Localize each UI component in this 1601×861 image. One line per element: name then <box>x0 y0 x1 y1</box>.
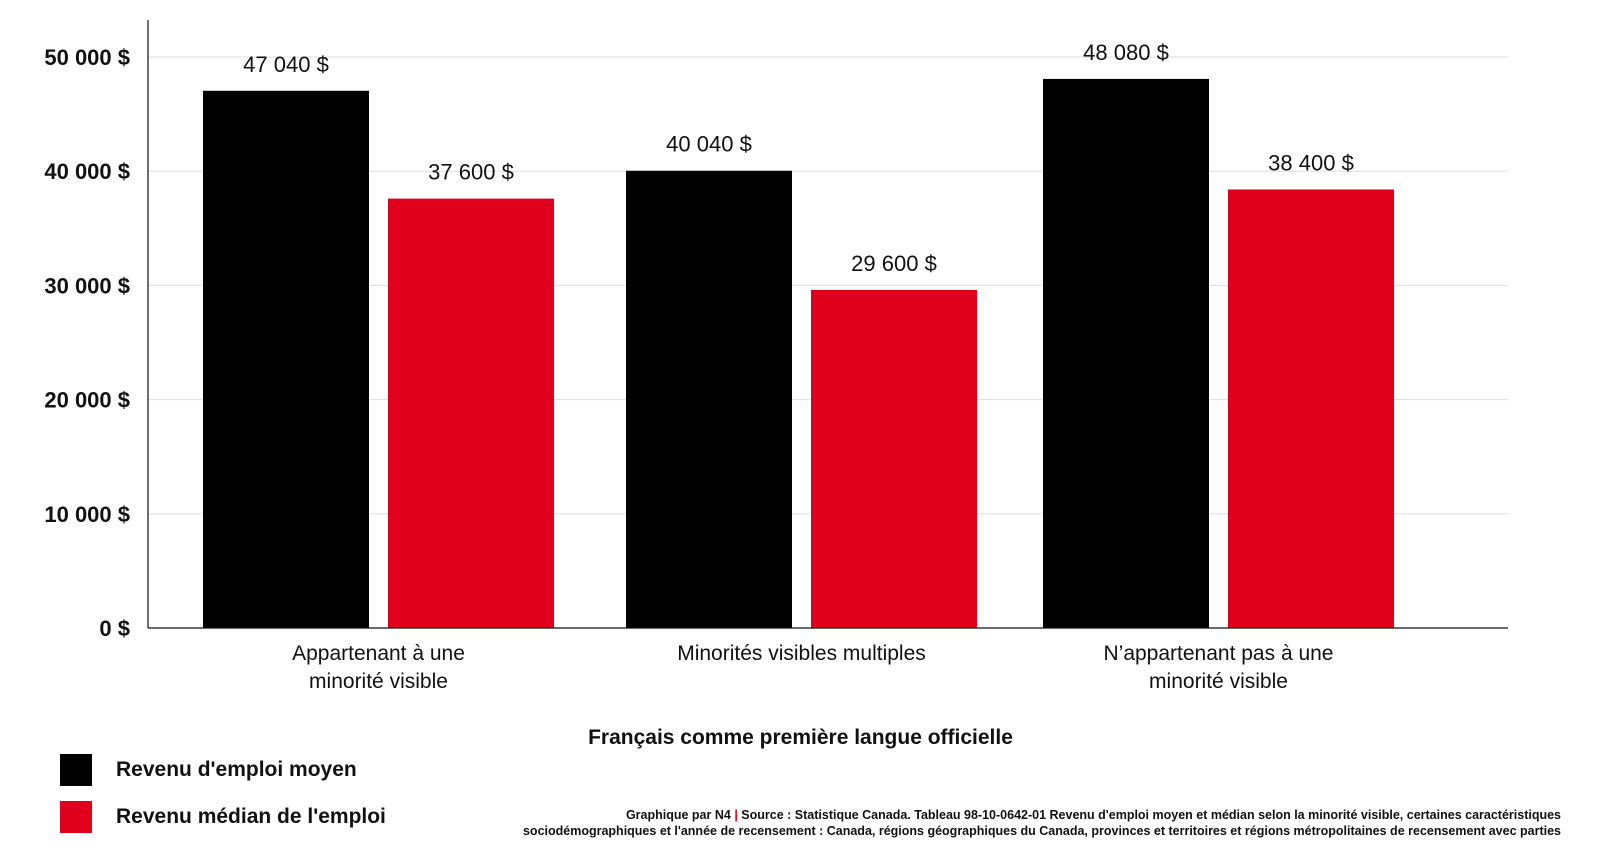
y-axis-ticks: 0 $ 10 000 $ 20 000 $ 30 000 $ 40 000 $ 50 00… <box>44 45 130 641</box>
legend-label-median: Revenu médian de l'emploi <box>116 805 386 828</box>
x-axis-title: Français comme première langue officiell… <box>588 726 1013 749</box>
category-label: Appartenant à une <box>292 642 465 665</box>
data-label: 29 600 $ <box>851 251 937 276</box>
data-label: 40 040 $ <box>666 132 752 157</box>
category-label: N’appartenant pas à une <box>1103 642 1333 665</box>
category-label: minorité visible <box>1149 670 1288 693</box>
source-line-1: Graphique par N4 | Source : Statistique … <box>461 807 1561 823</box>
bars: 47 040 $ 37 600 $ 40 040 $ 29 600 $ 48 080 $… <box>203 40 1394 629</box>
bar-mean <box>626 170 792 628</box>
legend-swatch-median <box>60 801 92 833</box>
y-tick-label: 40 000 $ <box>44 159 130 184</box>
source-credit: Graphique par N4 <box>625 808 731 822</box>
category-label: minorité visible <box>309 670 448 693</box>
y-tick-label: 20 000 $ <box>44 388 130 413</box>
bar-median <box>811 289 977 628</box>
bar-mean <box>203 90 369 628</box>
y-tick-label: 30 000 $ <box>44 273 130 298</box>
source-text-1: Source : Statistique Canada. Tableau 98-… <box>741 808 1561 822</box>
y-tick-label: 50 000 $ <box>44 45 130 70</box>
bar-median <box>388 198 554 628</box>
y-tick-label: 10 000 $ <box>44 502 130 527</box>
x-axis-categories: Appartenant à une minorité visible Minorit… <box>292 642 1333 693</box>
legend-item-mean: Revenu d'emploi moyen <box>60 754 386 786</box>
data-label: 48 080 $ <box>1083 40 1169 65</box>
legend: Revenu d'emploi moyen Revenu médian de l… <box>60 754 386 848</box>
source-separator: | <box>734 808 738 822</box>
category-label: Minorités visibles multiples <box>677 642 926 665</box>
data-label: 38 400 $ <box>1268 150 1354 175</box>
source-note: Graphique par N4 | Source : Statistique … <box>461 807 1561 839</box>
y-tick-label: 0 $ <box>99 616 130 641</box>
legend-item-median: Revenu médian de l'emploi <box>60 801 386 833</box>
bar-median <box>1228 189 1394 629</box>
legend-label-mean: Revenu d'emploi moyen <box>116 758 357 781</box>
data-label: 37 600 $ <box>428 160 514 185</box>
legend-swatch-mean <box>60 754 92 786</box>
source-line-2: sociodémographiques et l'année de recens… <box>522 824 1561 838</box>
data-label: 47 040 $ <box>243 52 329 77</box>
bar-mean <box>1043 78 1209 629</box>
